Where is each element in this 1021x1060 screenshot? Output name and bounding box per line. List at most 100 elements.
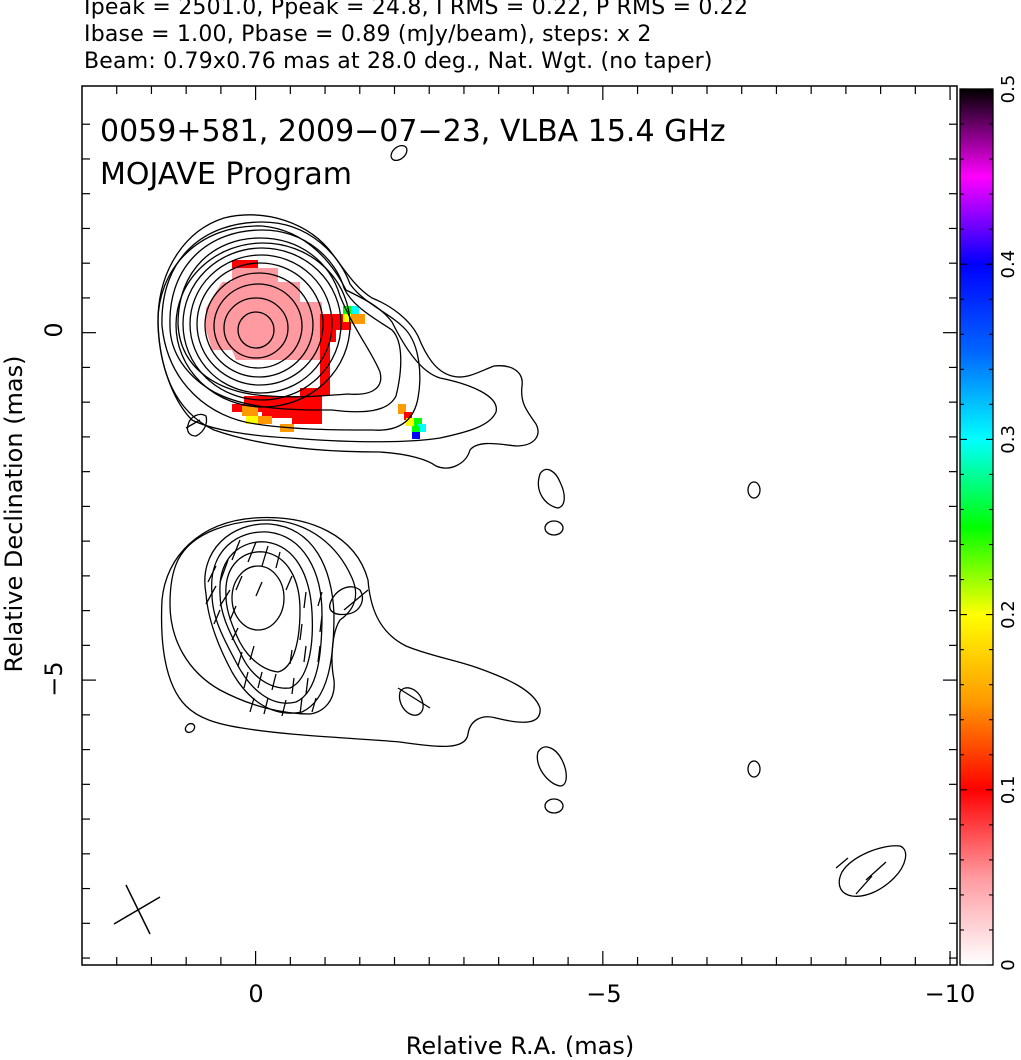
pol-pixel [242, 406, 258, 416]
evpa-tick [855, 875, 873, 895]
evpa-tick [271, 673, 277, 691]
pol-pixel [343, 314, 351, 322]
pol-pixel [414, 418, 422, 426]
evpa-tick [263, 697, 269, 715]
contour [223, 297, 289, 359]
evpa-tick [213, 609, 221, 625]
contour [184, 722, 196, 734]
contour [157, 225, 497, 443]
pol-pixel [418, 424, 426, 432]
evpa-tick [243, 671, 249, 689]
contour [537, 468, 565, 509]
contour [169, 519, 357, 715]
contour [747, 481, 761, 499]
contour [157, 214, 539, 469]
x-axis-label: Relative R.A. (mas) [406, 1032, 634, 1060]
x-tick-label-0: 0 [248, 980, 263, 1008]
beam-minor-axis [113, 896, 161, 925]
contour [169, 229, 402, 413]
contour [747, 760, 761, 778]
axis-major-ticks [82, 86, 957, 965]
evpa-tick [249, 645, 255, 661]
chart-subtitle: MOJAVE Program [100, 157, 352, 192]
evpa-tick [303, 591, 307, 609]
colorbar-tick-label: 0.3 [998, 425, 1019, 454]
header-line-3: Beam: 0.79x0.76 mas at 28.0 deg., Nat. W… [84, 49, 713, 74]
contour [196, 262, 324, 386]
contour [211, 531, 323, 704]
evpa-tick [205, 585, 217, 605]
pol-pixel [412, 426, 420, 434]
y-tick-label-0: 0 [40, 322, 68, 337]
contour [213, 283, 303, 369]
contour [189, 254, 333, 394]
pol-pixel [398, 404, 406, 414]
evpa-tick [303, 645, 307, 663]
contour [838, 845, 907, 897]
evpa-tick [231, 539, 241, 561]
colorbar-tick-labels: 0 0.1 0.2 0.3 0.4 0.5 [998, 75, 1019, 971]
evpa-tick [261, 545, 269, 567]
evpa-tick [289, 649, 293, 665]
colorbar-ticks [960, 88, 993, 966]
evpa-tick [247, 541, 257, 563]
pol-pixel [351, 314, 365, 324]
evpa-tick [343, 589, 369, 611]
contour [544, 798, 564, 814]
evpa-tick [229, 605, 237, 621]
evpa-tick [311, 697, 317, 713]
evpa-tick [275, 551, 281, 569]
contour [177, 237, 382, 398]
evpa-tick [285, 575, 293, 591]
contour [329, 586, 363, 616]
contour [237, 311, 275, 349]
colorbar [960, 89, 993, 965]
evpa-tick [305, 677, 309, 695]
contour [231, 565, 285, 631]
pol-pixel [406, 418, 414, 426]
contour [536, 746, 567, 787]
colorbar-tick-label: 0 [998, 959, 1019, 970]
colorbar-tick-label: 0.4 [998, 250, 1019, 279]
colorbar-frame [959, 88, 994, 966]
y-tick-label-minus5: −5 [40, 661, 68, 696]
contour [225, 551, 301, 673]
axis-minor-ticks [82, 86, 957, 965]
pol-pixel [246, 416, 258, 424]
y-axis-label: Relative Declination (mas) [0, 355, 28, 672]
polarization-fraction-pixels [206, 260, 426, 439]
x-tick-label-minus5: −5 [586, 980, 621, 1008]
evpa-tick [397, 687, 431, 709]
pol-pixel [404, 412, 412, 420]
evpa-tick [835, 857, 849, 869]
evpa-tick [219, 559, 229, 583]
pol-pixel [258, 416, 272, 424]
evpa-ticks [185, 419, 887, 895]
evpa-tick [319, 615, 323, 633]
pol-pixel [412, 432, 420, 439]
plot-frame [81, 85, 958, 966]
chart-title: 0059+581, 2009−07−23, VLBA 15.4 GHz [100, 114, 726, 149]
evpa-tick [207, 565, 217, 583]
contour [398, 687, 424, 716]
evpa-tick [291, 677, 295, 695]
contour [390, 144, 408, 162]
pol-patch-core [206, 260, 330, 360]
header-line-2: Ibase = 1.00, Pbase = 0.89 (mJy/beam), s… [84, 22, 652, 47]
x-tick-label-minus10: −10 [925, 980, 976, 1008]
evpa-tick [865, 861, 887, 881]
evpa-tick [281, 699, 287, 717]
evpa-tick [255, 581, 263, 597]
pol-pixel [351, 306, 359, 314]
contour [160, 516, 541, 748]
evpa-tick [185, 419, 201, 429]
contour [204, 272, 314, 378]
colorbar-tick-label: 0.2 [998, 600, 1019, 629]
evpa-tick [237, 651, 243, 667]
intensity-contours [157, 144, 907, 897]
evpa-tick [299, 623, 303, 641]
contour [544, 520, 564, 536]
contour [186, 413, 208, 437]
contour [161, 221, 421, 431]
